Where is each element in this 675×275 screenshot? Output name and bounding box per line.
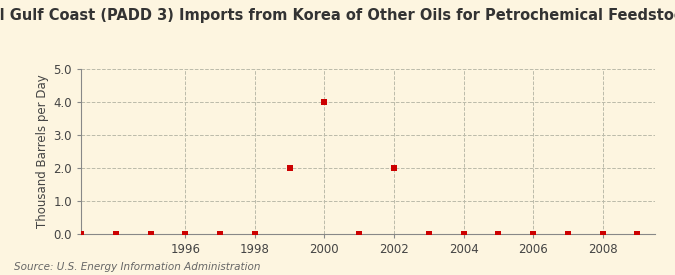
Point [597, 232, 608, 236]
Point [493, 232, 504, 236]
Point [562, 232, 573, 236]
Point [423, 232, 434, 236]
Text: Annual Gulf Coast (PADD 3) Imports from Korea of Other Oils for Petrochemical Fe: Annual Gulf Coast (PADD 3) Imports from … [0, 8, 675, 23]
Text: Source: U.S. Energy Information Administration: Source: U.S. Energy Information Administ… [14, 262, 260, 272]
Point [145, 232, 156, 236]
Point [111, 232, 122, 236]
Point [528, 232, 539, 236]
Point [632, 232, 643, 236]
Point [458, 232, 469, 236]
Point [354, 232, 364, 236]
Point [180, 232, 191, 236]
Point [250, 232, 261, 236]
Point [215, 232, 225, 236]
Point [284, 166, 295, 170]
Y-axis label: Thousand Barrels per Day: Thousand Barrels per Day [36, 74, 49, 228]
Point [319, 100, 330, 104]
Point [76, 232, 86, 236]
Point [389, 166, 400, 170]
